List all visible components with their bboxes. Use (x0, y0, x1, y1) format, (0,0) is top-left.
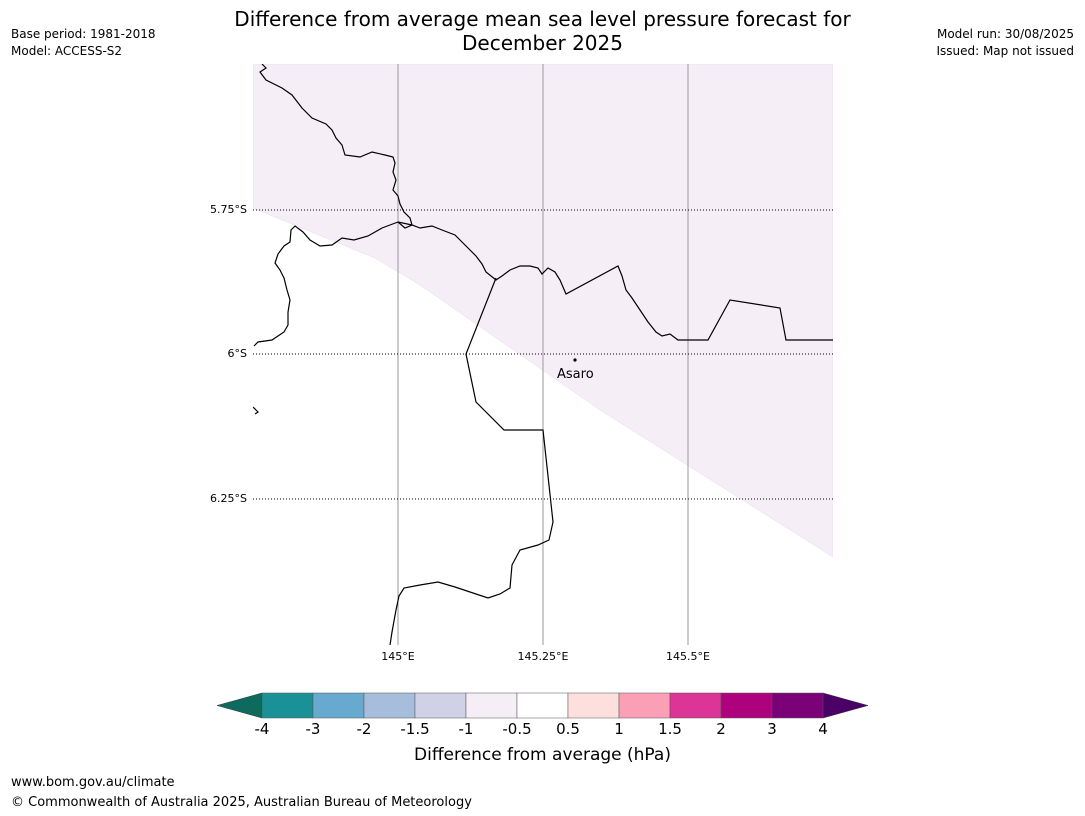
issued-status: Issued: Map not issued (936, 44, 1074, 58)
footer-url[interactable]: www.bom.gov.au/climate (11, 775, 175, 790)
colorbar-bin (771, 692, 824, 719)
colorbar-tick-label: 0.5 (556, 720, 580, 738)
boundary-central (397, 221, 833, 341)
colorbar-tick-label: -1.5 (400, 720, 429, 738)
footer-copyright: © Commonwealth of Australia 2025, Austra… (11, 795, 472, 810)
lat-label-6: 6°S (228, 347, 247, 360)
base-period: Base period: 1981-2018 (11, 27, 156, 41)
colorbar-tick-label: -1 (459, 720, 474, 738)
colorbar-bin (465, 692, 518, 719)
asaro-marker (573, 358, 577, 362)
colorbar-tick-label: -3 (306, 720, 321, 738)
colorbar-bin (414, 692, 467, 719)
lat-label-6-25: 6.25°S (210, 492, 247, 505)
lat-label-5-75: 5.75°S (210, 203, 247, 216)
colorbar-tick-label: -0.5 (502, 720, 531, 738)
colorbar-tick-label: 1 (614, 720, 624, 738)
colorbar-tick-label: -4 (255, 720, 270, 738)
lon-label-145: 145°E (381, 650, 414, 663)
lon-label-145-25: 145.25°E (518, 650, 569, 663)
colorbar-bin (669, 692, 722, 719)
model-run: Model run: 30/08/2025 (936, 27, 1074, 41)
colorbar-bin (261, 692, 314, 719)
boundary-inner (389, 277, 554, 645)
colorbar-bin (567, 692, 620, 719)
map-title-line1: Difference from average mean sea level p… (234, 7, 851, 31)
lon-label-145-5: 145.5°E (666, 650, 710, 663)
colorbar: -4 -3 -2 -1.5 -1 -0.5 0.5 1 1.5 2 3 4 (216, 692, 869, 738)
colorbar-bin (516, 692, 569, 719)
colorbar-bin (363, 692, 416, 719)
colorbar-bin (312, 692, 365, 719)
colorbar-tick-label: 3 (767, 720, 777, 738)
map-title-line2: December 2025 (462, 31, 623, 55)
model-name: Model: ACCESS-S2 (11, 44, 123, 58)
header-meta-left: Base period: 1981-2018 Model: ACCESS-S2 (11, 26, 156, 60)
colorbar-extend-under (216, 692, 263, 719)
place-label-asaro: Asaro (557, 367, 594, 382)
colorbar-bin (720, 692, 773, 719)
map-title: Difference from average mean sea level p… (0, 7, 1085, 55)
colorbar-tick-label: 4 (818, 720, 828, 738)
header-meta-right: Model run: 30/08/2025 Issued: Map not is… (936, 26, 1074, 60)
colorbar-bin (618, 692, 671, 719)
colorbar-tick-label: 2 (716, 720, 726, 738)
colorbar-label: Difference from average (hPa) (414, 745, 671, 765)
colorbar-tick-label: 1.5 (658, 720, 682, 738)
colorbar-extend-over (822, 692, 869, 719)
colorbar-tick-label: -2 (357, 720, 372, 738)
boundary-north (253, 64, 413, 347)
boundary-fragment (253, 406, 259, 415)
